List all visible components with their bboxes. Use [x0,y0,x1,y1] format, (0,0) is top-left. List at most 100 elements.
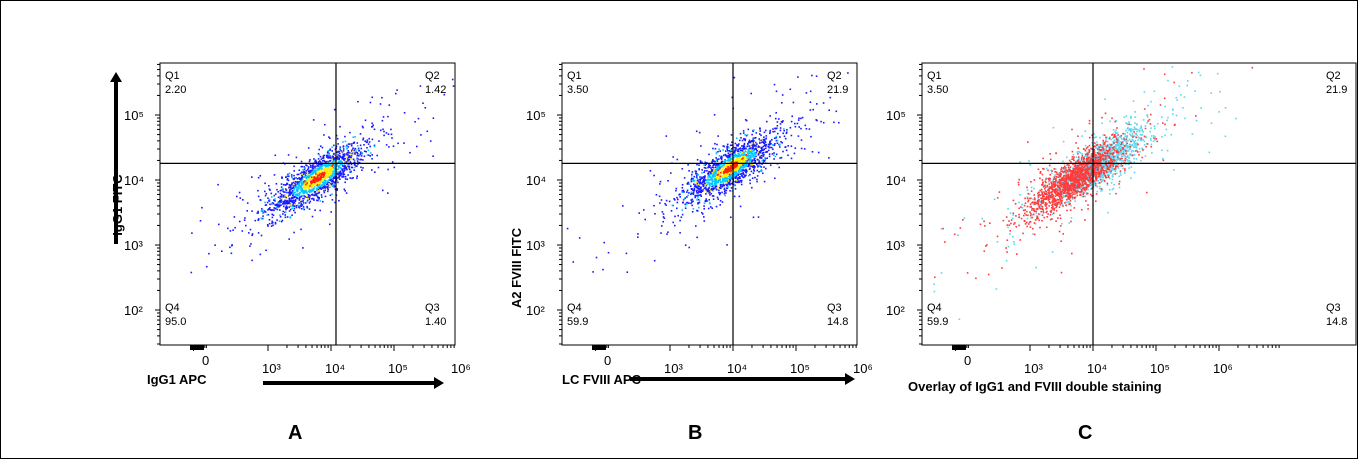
event-point [777,132,779,135]
event-point [721,169,723,172]
event-point [311,198,313,200]
event-point [330,183,333,186]
event-point [250,243,252,245]
event-point [747,145,749,147]
event-point [757,165,759,167]
event-point [695,186,698,189]
event-point [706,188,709,191]
event-point [704,161,707,164]
event-point [728,160,731,162]
event-point [1086,163,1088,166]
event-point [718,155,721,157]
event-point [763,142,765,144]
quadrant-label-q1: Q1 [567,70,582,82]
event-point [302,200,304,202]
x-tick-label: 0 [604,353,611,368]
event-point [1110,145,1112,147]
event-point [1109,155,1112,158]
event-point [716,196,719,199]
event-point [720,166,722,169]
event-point [318,168,320,170]
event-point [285,176,287,178]
event-point [1111,188,1114,191]
event-point [737,181,739,184]
event-point [301,184,303,186]
event-point [272,202,274,204]
event-point [744,138,747,140]
event-point [714,181,716,183]
event-point [1096,141,1098,143]
event-point [742,164,744,166]
event-point [356,177,358,179]
event-point [723,174,725,177]
event-point [741,173,743,175]
event-point [362,137,365,140]
event-point [366,147,368,149]
event-point [307,147,310,149]
event-point [1142,131,1144,133]
event-point [312,197,314,200]
event-point [717,187,719,189]
event-point [1118,148,1121,150]
event-point [737,148,739,151]
event-point [1074,200,1076,202]
event-point [729,163,732,165]
event-point [324,123,326,126]
event-point [345,145,347,148]
event-point [706,181,708,184]
event-point [737,149,739,152]
event-point [390,133,393,136]
event-point [323,179,326,182]
event-point [1057,189,1060,191]
event-point [338,171,341,174]
event-point [323,160,326,163]
event-point [347,161,349,164]
event-point [1106,174,1108,176]
event-point [1115,131,1117,134]
event-point [688,170,690,172]
event-point [286,198,288,201]
event-point [761,160,763,162]
event-point [749,164,751,166]
event-point [324,172,326,174]
event-point [298,207,301,209]
y-axis-arrowhead [110,72,122,82]
event-point [662,213,665,215]
event-point [747,141,750,144]
event-point [293,195,296,198]
event-point [738,169,741,171]
event-point [765,129,767,132]
event-point [1126,146,1128,148]
event-point [1090,156,1092,159]
event-point [739,139,741,142]
event-point [665,199,668,202]
event-point [693,179,696,182]
event-point [722,163,725,166]
event-point [764,141,767,144]
event-point [1144,135,1147,138]
event-point [1102,144,1104,146]
event-point [805,92,808,94]
event-point [366,154,369,156]
event-point [329,177,331,180]
event-point [718,189,720,192]
event-point [728,164,730,166]
event-point [1125,156,1128,159]
event-point [256,212,259,214]
event-point [309,171,312,173]
event-point [1105,147,1107,150]
event-point [665,204,667,206]
event-point [286,206,289,209]
event-point [683,191,685,193]
event-point [332,163,334,166]
event-point [709,171,712,173]
event-point [293,170,295,172]
event-point [294,193,297,196]
event-point [1062,193,1064,195]
event-point [722,167,725,169]
event-point [298,177,300,179]
event-point [699,194,702,196]
event-point [1085,166,1088,169]
event-point [229,246,231,249]
event-point [323,158,326,161]
